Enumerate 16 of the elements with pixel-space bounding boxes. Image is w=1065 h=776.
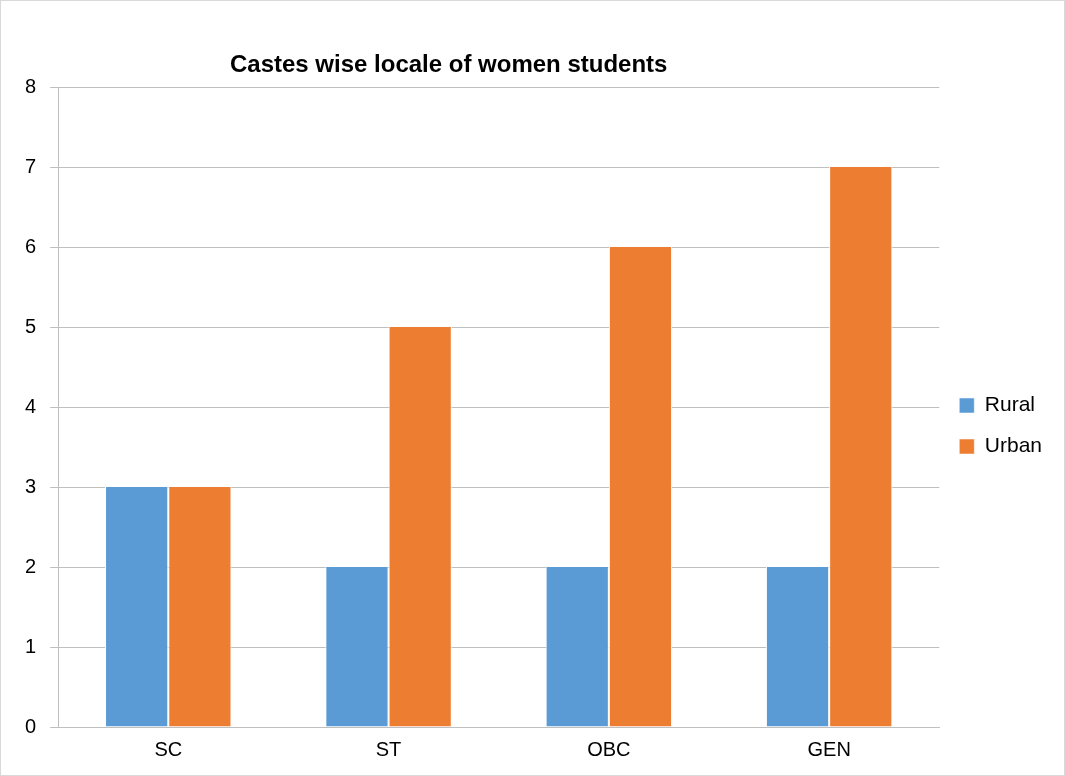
y-tick-label: 1 [25,634,37,657]
y-tick-label: 6 [25,234,37,257]
x-tick-label: GEN [807,737,851,760]
legend-label: Rural [984,392,1035,416]
y-tick-label: 4 [25,394,37,417]
x-tick-label: OBC [587,737,631,760]
x-tick-label: ST [375,737,402,760]
y-tick-label: 7 [25,154,37,177]
x-tick-label: SC [154,737,183,760]
y-tick-label: 0 [25,714,37,737]
y-tick-label: 3 [25,474,37,497]
chart-title: Castes wise locale of women students [229,49,668,77]
y-tick-label: 2 [25,554,37,577]
legend-label: Urban [984,433,1043,457]
y-tick-label: 5 [25,314,37,337]
y-tick-label: 8 [25,74,37,97]
